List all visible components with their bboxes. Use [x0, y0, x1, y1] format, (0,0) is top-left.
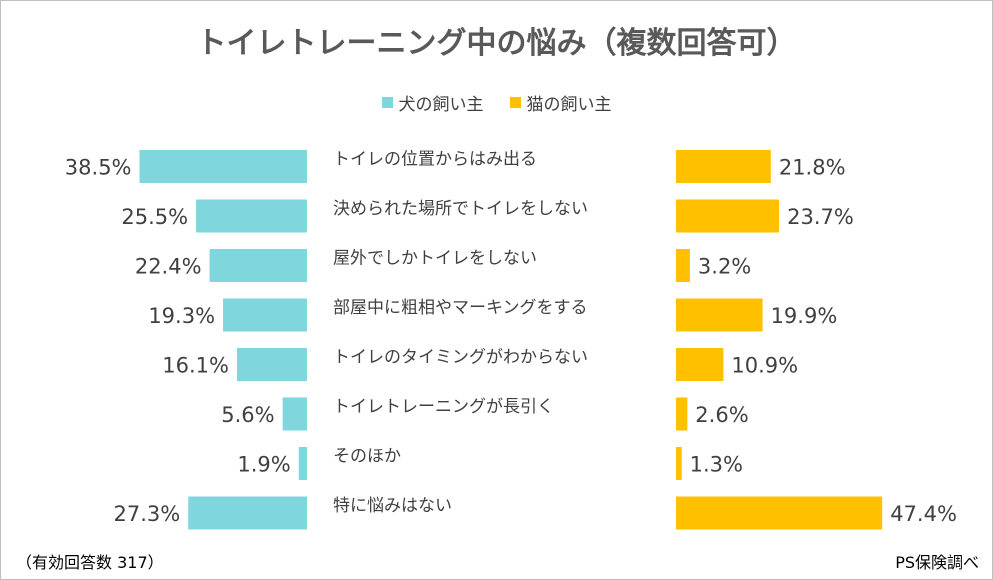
bar-cat-7 [676, 496, 883, 530]
bar-cat-6 [676, 447, 682, 480]
data-label-dog-0: 38.5% [65, 156, 132, 180]
data-label-dog-2: 22.4% [135, 255, 202, 279]
data-label-cat-4: 10.9% [731, 354, 798, 378]
bar-dog-0 [139, 150, 307, 183]
data-label-cat-0: 21.8% [779, 156, 846, 180]
bar-cat-2 [676, 249, 690, 282]
category-label-5: トイレトレーニングが長引く [333, 397, 554, 417]
legend-label-cat: 猫の飼い主 [526, 95, 612, 115]
category-label-6: そのほか [333, 447, 401, 467]
data-label-cat-6: 1.3% [690, 453, 743, 477]
data-label-dog-5: 5.6% [221, 403, 274, 427]
data-label-dog-7: 27.3% [114, 502, 181, 526]
category-label-1: 決められた場所でトイレをしない [333, 199, 588, 219]
bar-cat-4 [676, 348, 724, 381]
legend-swatch-dog [381, 97, 393, 108]
legend-swatch-cat [509, 97, 521, 108]
data-label-dog-3: 19.3% [148, 304, 215, 328]
bar-dog-4 [236, 348, 307, 381]
sample-size-note: （有効回答数 317） [16, 553, 164, 572]
data-label-dog-4: 16.1% [162, 354, 229, 378]
bar-cat-5 [676, 397, 688, 431]
bar-dog-3 [223, 298, 307, 332]
category-label-2: 屋外でしかトイレをしない [333, 249, 537, 269]
data-label-cat-1: 23.7% [787, 205, 854, 229]
legend-label-dog: 犬の飼い主 [398, 95, 484, 115]
bar-dog-5 [282, 397, 307, 431]
chart-legend: 犬の飼い主 猫の飼い主 [0, 90, 993, 115]
bar-dog-7 [188, 496, 307, 530]
data-label-cat-3: 19.9% [771, 304, 838, 328]
legend-item-dog: 犬の飼い主 [381, 90, 484, 115]
category-label-3: 部屋中に粗相やマーキングをする [333, 298, 588, 318]
category-label-4: トイレのタイミングがわからない [333, 348, 588, 368]
data-label-dog-1: 25.5% [121, 205, 188, 229]
data-label-cat-5: 2.6% [695, 403, 748, 427]
source-note: PS保険調べ [895, 553, 979, 572]
bar-dog-6 [298, 447, 307, 480]
data-label-cat-2: 3.2% [698, 255, 751, 279]
bar-dog-2 [209, 249, 307, 282]
data-label-dog-6: 1.9% [237, 453, 290, 477]
category-label-7: 特に悩みはない [333, 496, 452, 516]
legend-item-cat: 猫の飼い主 [509, 90, 612, 115]
category-label-0: トイレの位置からはみ出る [333, 150, 537, 170]
bar-cat-1 [676, 199, 780, 233]
bar-dog-1 [196, 199, 307, 233]
data-label-cat-7: 47.4% [890, 502, 957, 526]
chart-title: トイレトレーニング中の悩み（複数回答可） [196, 26, 797, 61]
bar-cat-0 [676, 150, 771, 183]
bar-cat-3 [676, 298, 763, 332]
